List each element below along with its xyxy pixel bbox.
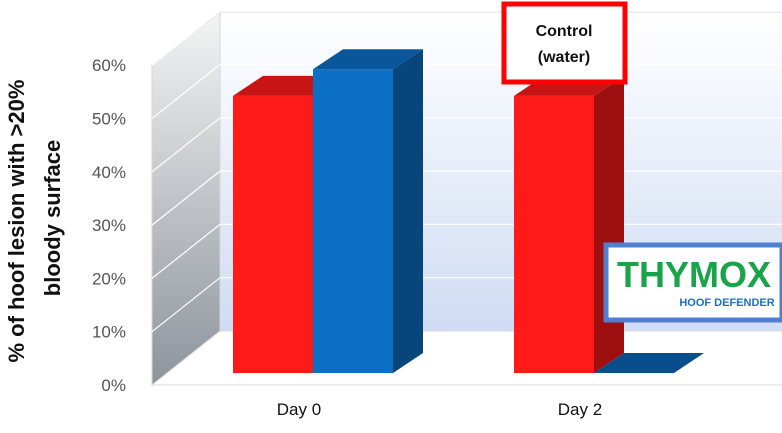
gridline-side xyxy=(151,10,221,66)
annotation-line-1: Control xyxy=(536,23,593,40)
control-annotation: Control (water) xyxy=(501,1,628,85)
category-label: Day 2 xyxy=(558,400,602,419)
gridline-side xyxy=(151,64,221,119)
bar xyxy=(313,49,423,373)
annotation-box xyxy=(501,1,628,85)
logo-wordmark: THYMOX xyxy=(617,254,771,295)
y-tick-label: 40% xyxy=(92,163,126,182)
y-tick-label: 60% xyxy=(92,56,126,75)
bar-front xyxy=(514,95,594,373)
gridline-side xyxy=(151,170,221,226)
y-axis-label: % of hoof lesion with >20% bloody surfac… xyxy=(4,73,65,362)
bar xyxy=(594,353,704,373)
y-tick-label: 20% xyxy=(92,269,126,288)
bar-side xyxy=(594,75,624,373)
gridline-side xyxy=(151,277,221,333)
bar-front xyxy=(313,69,393,373)
y-tick-label: 10% xyxy=(92,323,126,342)
bar-side xyxy=(393,49,423,373)
category-labels: Day 0 Day 2 xyxy=(277,400,602,419)
bar-top xyxy=(313,49,423,70)
y-tick-labels: 0% 10% 20% 30% 40% 50% 60% xyxy=(92,56,126,395)
category-label: Day 0 xyxy=(277,400,321,419)
bar-top xyxy=(594,353,704,373)
thymox-logo: THYMOX HOOF DEFENDER xyxy=(603,242,782,323)
logo-tagline: HOOF DEFENDER xyxy=(679,297,774,309)
gridline-side xyxy=(151,117,221,173)
y-tick-label: 50% xyxy=(92,110,126,129)
bar-front xyxy=(233,95,313,373)
logo-frame xyxy=(603,242,782,323)
y-tick-label: 0% xyxy=(101,376,126,395)
bar xyxy=(514,75,624,373)
annotation-line-2: (water) xyxy=(538,49,590,66)
gridline-side xyxy=(151,223,221,279)
y-tick-label: 30% xyxy=(92,216,126,235)
